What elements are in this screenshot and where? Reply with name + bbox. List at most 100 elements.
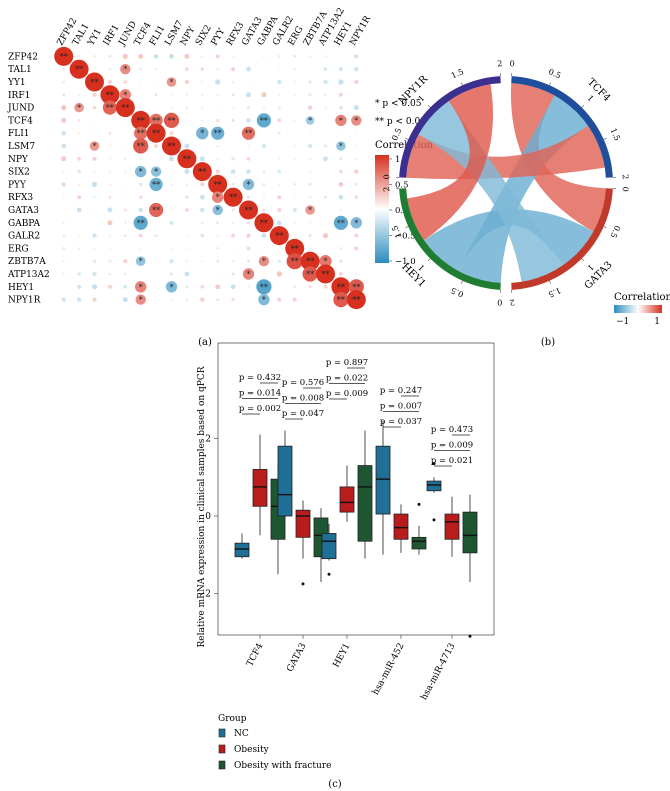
corr-cell-NPY1R-YY1 <box>92 297 97 302</box>
corr-cell-IRF1-FLI1 <box>154 93 158 97</box>
corr-cell-YY1-GATA3 <box>247 80 250 84</box>
corr-cell-TAL1-RFX3 <box>231 67 236 72</box>
corr-cell-HEY1-ATP13A2 <box>323 284 328 289</box>
corr-cell-TCF4-ERG <box>293 119 296 122</box>
corr-cell-HEY1-SIX2 <box>200 285 205 289</box>
row-label: JUND <box>7 104 34 114</box>
corr-cell-NPY1R-RFX3 <box>231 297 235 302</box>
corr-cell-ERG-PYY <box>216 247 219 250</box>
sig-mark: ** <box>245 129 253 138</box>
box-body <box>462 511 478 554</box>
sector-tick-label: 0 <box>621 186 630 192</box>
corr-cell-ZFP42-ERG <box>293 55 297 58</box>
corr-cell-JUND-GALR2 <box>277 106 281 110</box>
corr-cell-PYY-HEY1 <box>338 182 344 187</box>
row-label: ERG <box>8 244 29 254</box>
p-value-label: p = 0.576 <box>282 378 324 388</box>
panel-label-a: (a) <box>198 337 212 348</box>
corr-cell-FLI1-GABPA <box>262 132 266 135</box>
corr-cell-GATA3-GATA3 <box>239 200 258 220</box>
legend-swatch <box>218 744 226 754</box>
corr-cell-ZBTB7A-HEY1 <box>339 259 343 263</box>
corr-cell-GALR2-HEY1 <box>339 234 343 237</box>
corr-cell-ZBTB7A-ATP13A2 <box>319 255 332 268</box>
corr-cell-NPY1R-IRF1 <box>108 298 112 301</box>
sector-NPY1R <box>399 76 501 178</box>
corr-cell-NPY-NPY <box>177 149 197 169</box>
corr-cell-JUND-HEY1 <box>339 105 343 110</box>
corr-cell-ZBTB7A-NPY <box>185 260 189 263</box>
x-tick-label: GATA3 <box>285 641 308 673</box>
sector-tick-label: 0 <box>382 174 391 180</box>
row-label: HEY1 <box>8 283 34 293</box>
corr-cell-JUND-SIX2 <box>201 106 204 109</box>
corr-cell-YY1-RFX3 <box>231 80 235 84</box>
sig-mark: ** <box>152 180 160 189</box>
y-ticks: 2 0 −2 <box>198 434 218 600</box>
corr-cell-NPY1R-ATP13A2 <box>324 298 327 301</box>
row-label: ZFP42 <box>8 52 38 62</box>
corr-cell-ZBTB7A-GABPA <box>258 256 270 267</box>
y-axis-label: Relative mRNA expression in clinical sam… <box>197 366 207 647</box>
corr-cell-RFX3-SIX2 <box>199 194 205 200</box>
corr-cell-LSM7-FLI1 <box>154 144 159 148</box>
sector-tick <box>427 258 431 262</box>
sig-mark: * <box>123 65 127 74</box>
corr-cell-ATP13A2-NPY <box>184 271 190 277</box>
sig-mark: * <box>354 219 358 228</box>
corr-cell-PYY-ERG <box>293 183 297 186</box>
correlation-legend-title: Correlation <box>375 140 434 151</box>
corr-cell-NPY1R-ZFP42 <box>61 297 66 302</box>
correlation-matrix-panel: **** *** *** ** ** **** ** ** ** * * *** ** * ** *** ** *… <box>7 6 434 348</box>
sector-tick-label: 2 <box>509 298 515 307</box>
p-value-label: p = 0.037 <box>380 417 422 427</box>
p-value-label: p = 0.047 <box>282 409 324 419</box>
corr-cell-GABPA-GATA3 <box>247 221 250 225</box>
legend-label: NC <box>234 729 249 739</box>
box-hsa-miR-4713-Obesity <box>444 496 460 557</box>
sig-mark: * <box>170 283 174 292</box>
p-value-label: p = 0.021 <box>431 456 473 466</box>
corr-cell-ATP13A2-FLI1 <box>154 272 158 276</box>
corr-cell-ZBTB7A-TAL1 <box>77 260 81 263</box>
corr-cell-IRF1-PYY <box>216 93 219 97</box>
corr-cell-PYY-IRF1 <box>108 183 112 186</box>
corr-cell-NPY1R-HEY1 <box>333 292 349 308</box>
corr-cell-ERG-GALR2 <box>278 247 281 250</box>
corr-cell-HEY1-GALR2 <box>278 285 281 288</box>
corr-cell-PYY-TCF4 <box>139 182 143 186</box>
corr-cell-LSM7-RFX3 <box>231 144 235 148</box>
corr-cell-LSM7-JUND <box>124 144 127 148</box>
corr-cell-TAL1-HEY1 <box>338 67 343 72</box>
corr-cell-NPY1R-PYY <box>216 298 220 301</box>
box-HEY1-Obesity with fracture <box>357 430 373 559</box>
corr-cell-PYY-GABPA <box>262 183 266 186</box>
corr-cell-JUND-NPY <box>185 106 189 109</box>
corr-cell-ERG-LSM7 <box>170 247 173 250</box>
box-body <box>393 513 409 540</box>
corr-cell-ERG-GATA3 <box>246 246 251 251</box>
row-label: NPY <box>8 155 29 165</box>
corr-cell-LSM7-IRF1 <box>108 144 112 148</box>
corr-cell-GALR2-GATA3 <box>246 233 251 238</box>
sig-mark: * <box>77 104 81 113</box>
corr-cell-NPY1R-GALR2 <box>277 297 282 302</box>
corr-cell-GATA3-GALR2 <box>277 207 282 213</box>
corr-cell-ZBTB7A-RFX3 <box>231 260 235 263</box>
corr-cell-GATA3-LSM7 <box>170 208 173 212</box>
sig-mark: ** <box>337 296 345 305</box>
corr-cell-GATA3-ATP13A2 <box>324 208 327 212</box>
corr-cell-GALR2-TAL1 <box>77 234 81 237</box>
corr-cell-GALR2-FLI1 <box>154 234 158 238</box>
corr-cell-NPY-SIX2 <box>199 156 205 162</box>
corr-cell-NPY-TAL1 <box>77 156 81 161</box>
column-labels: ZFP42TAL1YY1IRF1JUNDTCF4FLI1LSM7NPYSIX2P… <box>56 6 374 48</box>
sig-mark: * <box>339 142 343 151</box>
corr-cell-ERG-ATP13A2 <box>324 247 327 250</box>
sig-mark: ** <box>137 219 145 228</box>
box-body <box>277 445 293 517</box>
corr-cell-RFX3-PYY <box>212 191 224 203</box>
sig-mark: ** <box>260 283 268 292</box>
corr-cell-JUND-NPY1R <box>353 105 359 111</box>
corr-cell-LSM7-GATA3 <box>247 144 250 148</box>
